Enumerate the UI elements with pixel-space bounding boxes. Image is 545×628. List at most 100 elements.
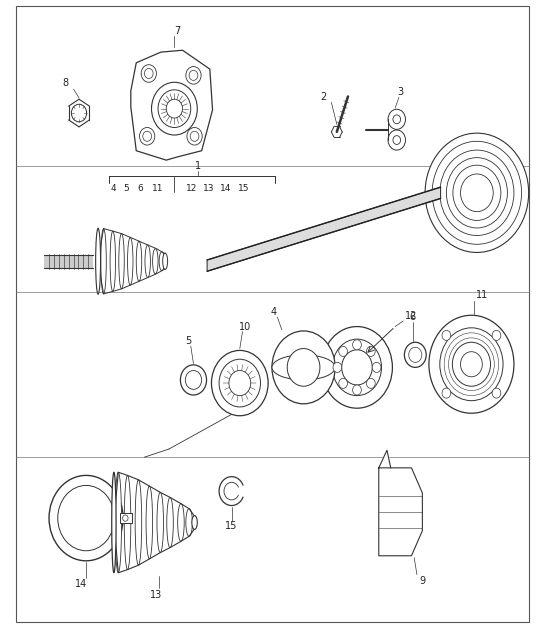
Ellipse shape <box>101 229 106 294</box>
Circle shape <box>461 174 493 212</box>
Circle shape <box>366 347 375 357</box>
Circle shape <box>492 330 501 340</box>
Circle shape <box>187 127 202 145</box>
Circle shape <box>272 331 335 404</box>
Circle shape <box>158 90 191 127</box>
Ellipse shape <box>119 234 124 289</box>
Text: 5: 5 <box>124 184 129 193</box>
Ellipse shape <box>95 229 100 295</box>
Text: 15: 15 <box>238 184 250 193</box>
Circle shape <box>219 477 244 506</box>
Text: 14: 14 <box>75 579 87 589</box>
Circle shape <box>190 131 199 141</box>
Text: 14: 14 <box>220 184 231 193</box>
Polygon shape <box>379 468 422 556</box>
Text: 9: 9 <box>419 576 426 586</box>
Text: 12: 12 <box>186 184 197 193</box>
Circle shape <box>432 141 522 244</box>
Ellipse shape <box>153 249 158 274</box>
Ellipse shape <box>178 504 184 541</box>
Text: 4: 4 <box>111 184 116 193</box>
Ellipse shape <box>272 355 335 380</box>
Circle shape <box>189 70 198 80</box>
Circle shape <box>144 68 153 78</box>
Text: 13: 13 <box>150 590 162 600</box>
Circle shape <box>425 133 529 252</box>
Circle shape <box>219 359 261 407</box>
Text: 8: 8 <box>62 78 69 88</box>
Ellipse shape <box>192 516 197 529</box>
Circle shape <box>152 82 197 135</box>
Circle shape <box>342 350 372 385</box>
Circle shape <box>388 130 405 150</box>
Circle shape <box>332 339 382 396</box>
Circle shape <box>452 342 490 386</box>
Polygon shape <box>131 50 213 160</box>
Polygon shape <box>207 187 440 271</box>
Ellipse shape <box>124 475 131 570</box>
Ellipse shape <box>128 237 133 285</box>
Ellipse shape <box>135 480 142 565</box>
Circle shape <box>224 482 239 500</box>
Polygon shape <box>44 255 93 268</box>
Circle shape <box>453 165 501 220</box>
Ellipse shape <box>145 245 150 278</box>
Circle shape <box>366 378 375 388</box>
Circle shape <box>58 485 114 551</box>
Bar <box>120 513 132 523</box>
Ellipse shape <box>112 472 116 573</box>
Circle shape <box>393 136 401 144</box>
Ellipse shape <box>136 241 142 281</box>
Circle shape <box>353 340 361 350</box>
Ellipse shape <box>186 509 192 536</box>
Circle shape <box>440 328 503 401</box>
Circle shape <box>211 350 268 416</box>
Circle shape <box>442 388 451 398</box>
Ellipse shape <box>167 497 173 548</box>
Circle shape <box>49 475 123 561</box>
Circle shape <box>185 371 202 389</box>
Circle shape <box>404 342 426 367</box>
Ellipse shape <box>115 472 122 573</box>
Text: 13: 13 <box>203 184 215 193</box>
Text: 1: 1 <box>195 161 201 171</box>
Ellipse shape <box>146 486 153 559</box>
Circle shape <box>429 315 514 413</box>
Circle shape <box>322 327 392 408</box>
Text: 15: 15 <box>226 521 238 531</box>
Text: 12: 12 <box>405 311 417 321</box>
Circle shape <box>388 109 405 129</box>
Circle shape <box>166 99 183 118</box>
Circle shape <box>442 330 451 340</box>
Circle shape <box>409 347 422 362</box>
Circle shape <box>446 158 507 228</box>
Circle shape <box>71 104 87 122</box>
Ellipse shape <box>163 253 168 269</box>
Ellipse shape <box>157 492 164 553</box>
Text: 2: 2 <box>320 92 326 102</box>
Circle shape <box>287 349 320 386</box>
Text: 5: 5 <box>185 336 191 346</box>
Circle shape <box>141 65 156 82</box>
Ellipse shape <box>110 231 116 291</box>
Circle shape <box>339 347 348 357</box>
Text: 6: 6 <box>138 184 143 193</box>
Text: 7: 7 <box>174 26 180 36</box>
Circle shape <box>461 352 482 377</box>
Circle shape <box>492 388 501 398</box>
Wedge shape <box>237 485 245 497</box>
Ellipse shape <box>159 252 165 271</box>
Circle shape <box>123 515 128 521</box>
Text: 3: 3 <box>397 87 404 97</box>
Circle shape <box>140 127 155 145</box>
Circle shape <box>393 115 401 124</box>
Circle shape <box>143 131 152 141</box>
Circle shape <box>339 378 348 388</box>
Circle shape <box>180 365 207 395</box>
Circle shape <box>186 67 201 84</box>
Text: 4: 4 <box>270 307 277 317</box>
Text: 11: 11 <box>476 290 488 300</box>
Circle shape <box>333 362 342 372</box>
Text: 10: 10 <box>239 322 251 332</box>
Circle shape <box>440 150 514 236</box>
